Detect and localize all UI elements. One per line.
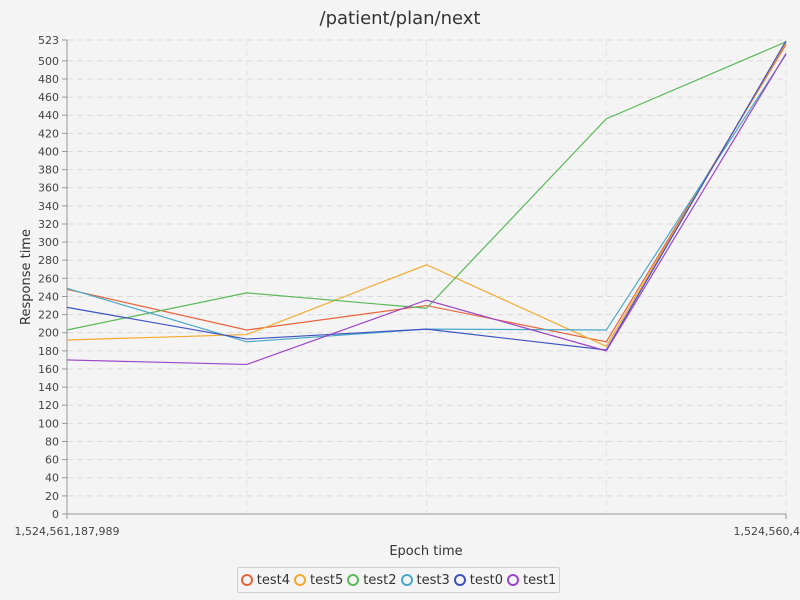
y-tick-label: 180: [38, 345, 59, 358]
series-line-test0: [66, 40, 787, 351]
y-tick-label: 480: [38, 73, 59, 86]
legend-item-test5: test5: [294, 573, 343, 588]
series-line-test4: [66, 44, 787, 343]
y-tick-label: 500: [38, 55, 59, 68]
y-tick-label: 40: [45, 472, 59, 485]
legend-swatch-icon: [240, 574, 253, 586]
legend-swatch-icon: [294, 574, 306, 586]
axes: 0 20 40 60 80 100 120 140 160 180 200 220 240 260 280 3…: [15, 34, 800, 538]
y-tick-label: 200: [38, 327, 59, 340]
series-line-test5: [66, 42, 787, 348]
y-tick-label: 20: [45, 490, 59, 503]
grid: [66, 39, 787, 515]
y-tick-label: 60: [45, 454, 59, 467]
y-tick-label: 0: [52, 508, 59, 521]
y-tick-label: 460: [38, 91, 59, 104]
y-tick-label: 440: [38, 109, 59, 122]
y-tick-label: 160: [38, 363, 59, 376]
y-tick-label: 220: [38, 309, 59, 322]
legend-label: test4: [256, 572, 290, 588]
legend-label: test0: [469, 572, 503, 588]
y-tick-label: 360: [38, 182, 59, 195]
x-tick-label: 1,524,560,4: [734, 525, 800, 538]
y-tick-label: 240: [38, 290, 59, 303]
y-tick-label: 340: [38, 200, 59, 213]
y-tick-label: 120: [38, 399, 59, 412]
y-tick-label: 320: [38, 218, 59, 231]
y-tick-label: 380: [38, 164, 59, 177]
legend-swatch-icon: [400, 574, 413, 586]
legend-item-test0: test0: [453, 572, 503, 588]
y-tick-label: 280: [38, 254, 59, 267]
legend-swatch-icon: [453, 574, 466, 586]
legend-item-test3: test3: [400, 572, 450, 588]
series-group: [66, 40, 787, 366]
legend-label: test5: [310, 572, 344, 588]
y-tick-label: 523: [38, 34, 59, 47]
y-tick-label: 260: [38, 272, 59, 285]
legend: test4 test5 test2 test3 test0 test1: [237, 567, 560, 593]
y-axis-label: Response time: [19, 229, 34, 325]
x-axis-label: Epoch time: [389, 544, 462, 559]
series-line-test1: [66, 53, 787, 366]
y-tick-label: 80: [45, 435, 59, 448]
series-line-test2: [66, 41, 787, 331]
chart-title: /patient/plan/next: [320, 8, 481, 29]
legend-item-test1: test1: [507, 573, 556, 588]
y-tick-label: 140: [38, 381, 59, 394]
legend-label: test3: [416, 572, 450, 588]
legend-item-test4: test4: [240, 572, 290, 588]
y-tick-label: 420: [38, 127, 59, 140]
legend-label: test2: [363, 572, 397, 588]
legend-swatch-icon: [347, 574, 360, 586]
legend-swatch-icon: [507, 574, 519, 586]
legend-label: test1: [523, 572, 557, 588]
x-tick-label: 1,524,561,187,989: [15, 525, 120, 538]
y-tick-label: 400: [38, 145, 59, 158]
y-tick-label: 300: [38, 236, 59, 249]
y-tick-label: 100: [38, 417, 59, 430]
legend-item-test2: test2: [347, 572, 397, 588]
